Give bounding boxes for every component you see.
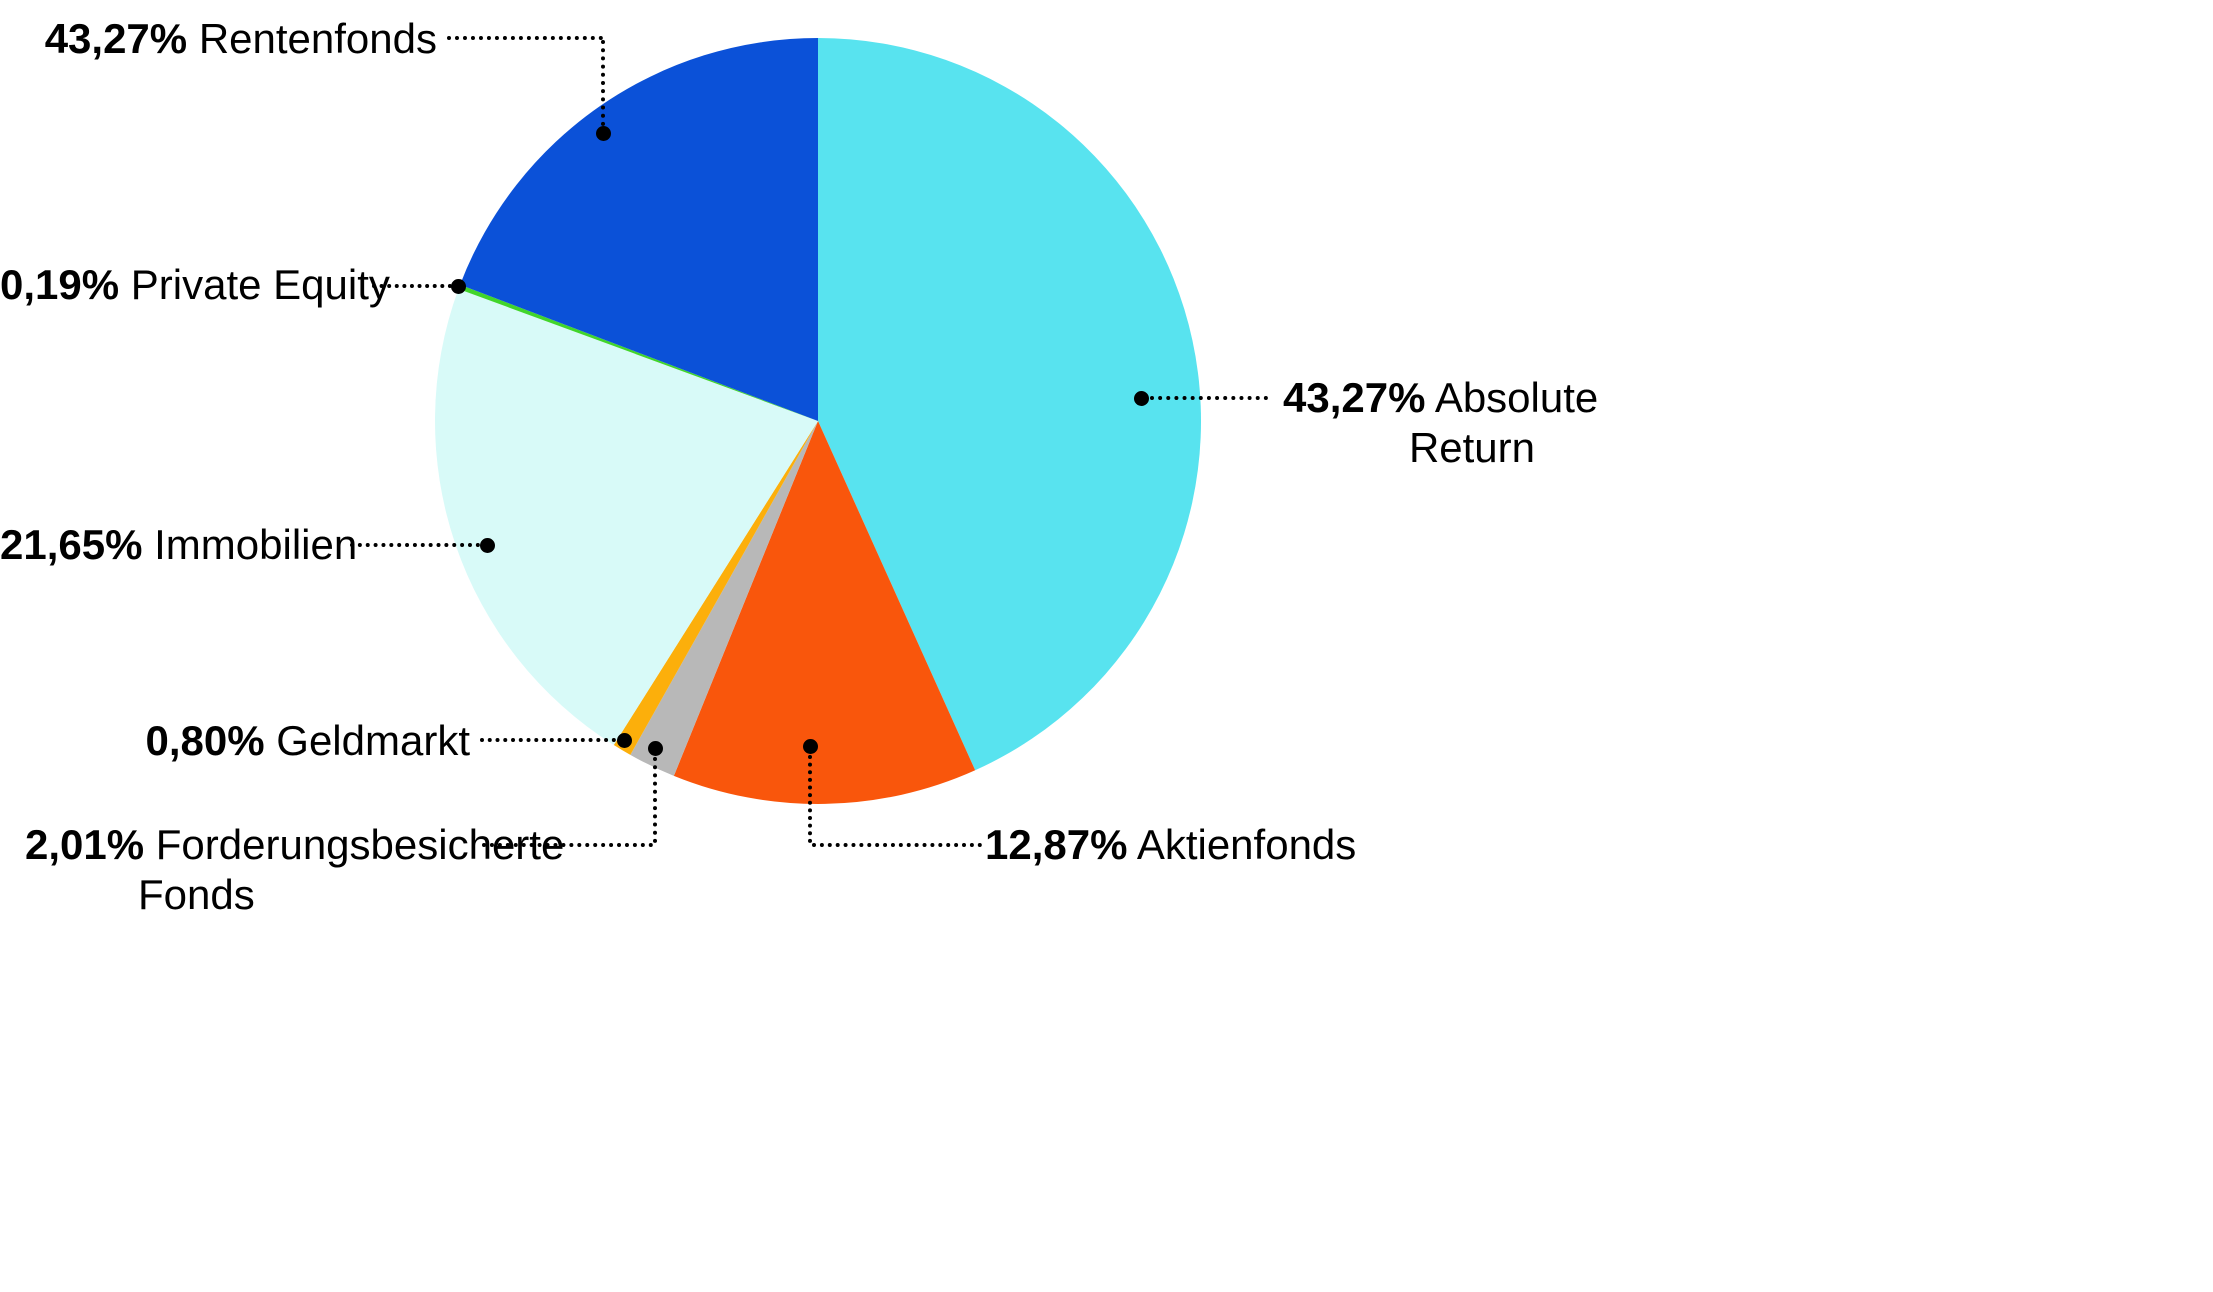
- label-absolute-return-line1: 43,27% Absolute: [1283, 373, 1598, 423]
- pie-slice-immobilien: [434, 289, 818, 746]
- pie-slice-absolute-return: [818, 38, 1202, 771]
- leader-line-rentenfonds-h: [447, 36, 603, 40]
- leader-line-rentenfonds-v: [601, 40, 605, 126]
- label-private-equity-percent: 0,19%: [0, 261, 120, 308]
- label-immobilien: 21,65% Immobilien: [0, 520, 357, 570]
- pie-slice-forderungsbesicherte-fonds: [630, 421, 818, 776]
- label-aktienfonds: 12,87% Aktienfonds: [985, 820, 1356, 870]
- label-forderungsbesicherte-fonds: 2,01% Forderungsbesicherte Fonds: [25, 820, 564, 920]
- label-aktienfonds-percent: 12,87%: [985, 821, 1128, 868]
- pie-slice-private-equity: [458, 284, 818, 421]
- label-absolute-return: 43,27% Absolute Return: [1283, 373, 1598, 473]
- label-forderungsbesicherte-name: Forderungsbesicherte: [155, 821, 565, 868]
- pie-slice-geldmarkt: [613, 421, 818, 755]
- anchor-dot-geldmarkt: [617, 733, 632, 748]
- label-rentenfonds: 43,27% Rentenfonds: [0, 14, 437, 64]
- label-geldmarkt-name: Geldmarkt: [276, 717, 470, 764]
- anchor-dot-private-equity: [451, 279, 466, 294]
- leader-line-immobilien: [350, 543, 480, 547]
- anchor-dot-absolute-return: [1134, 391, 1149, 406]
- leader-line-forderung-h: [482, 843, 653, 847]
- label-immobilien-percent: 21,65%: [0, 521, 143, 568]
- anchor-dot-immobilien: [480, 538, 495, 553]
- label-geldmarkt-percent: 0,80%: [145, 717, 265, 764]
- leader-line-absolute-return: [1150, 396, 1268, 400]
- label-private-equity-name: Private Equity: [130, 261, 390, 308]
- leader-line-forderung-v: [653, 757, 657, 843]
- label-absolute-return-line2: Return: [1408, 424, 1535, 471]
- label-rentenfonds-name: Rentenfonds: [198, 15, 437, 62]
- anchor-dot-rentenfonds: [596, 126, 611, 141]
- label-absolute-return-name: Absolute: [1434, 374, 1599, 421]
- pie-slice-aktienfonds: [673, 421, 976, 805]
- label-geldmarkt: 0,80% Geldmarkt: [0, 716, 470, 766]
- label-forderungsbesicherte-line1: 2,01% Forderungsbesicherte: [25, 820, 564, 870]
- label-forderungsbesicherte-line2: Fonds: [138, 871, 255, 918]
- leader-line-aktienfonds-v: [808, 755, 812, 843]
- leader-line-geldmarkt: [480, 738, 616, 742]
- leader-line-aktienfonds-h: [812, 843, 982, 847]
- leader-line-private-equity: [372, 284, 452, 288]
- label-immobilien-name: Immobilien: [154, 521, 358, 568]
- label-aktienfonds-name: Aktienfonds: [1136, 821, 1357, 868]
- pie-slice-rentenfonds: [460, 38, 818, 421]
- anchor-dot-aktienfonds: [803, 739, 818, 754]
- label-rentenfonds-percent: 43,27%: [44, 15, 188, 62]
- anchor-dot-forderung: [648, 741, 663, 756]
- label-private-equity: 0,19% Private Equity: [0, 260, 390, 310]
- label-absolute-return-percent: 43,27%: [1283, 374, 1426, 421]
- label-forderungsbesicherte-percent: 2,01%: [25, 821, 145, 868]
